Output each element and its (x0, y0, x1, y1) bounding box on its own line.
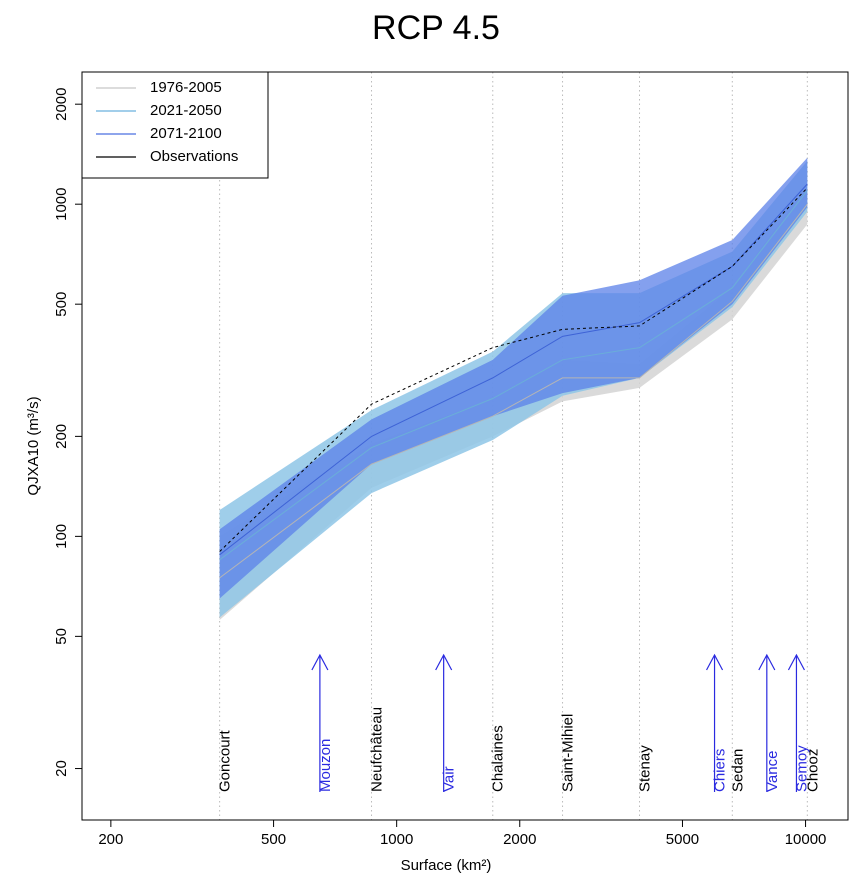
median-line (219, 190, 808, 561)
y-tick-label: 500 (53, 292, 70, 317)
y-tick-label: 200 (53, 424, 70, 449)
station-label: Neufchâteau (368, 707, 385, 792)
station-label: Goncourt (217, 729, 234, 792)
station-label: Chalaines (490, 725, 507, 792)
legend-label: 2071-2100 (150, 125, 222, 142)
y-tick-label: 2000 (53, 88, 70, 121)
x-axis-label: Surface (km²) (401, 857, 492, 874)
tributary-label: Chiers (712, 749, 729, 792)
x-tick-label: 5000 (666, 831, 699, 848)
tributary-label: Semoy (793, 745, 810, 792)
band (219, 157, 808, 599)
legend-label: Observations (150, 148, 238, 165)
arrow-head (706, 653, 724, 671)
x-tick-label: 200 (98, 831, 123, 848)
station-label: Sedan (729, 749, 746, 792)
arrow-head (435, 653, 453, 671)
x-tick-label: 2000 (503, 831, 536, 848)
y-axis-label: QJXA10 (m³/s) (25, 396, 42, 495)
arrow-head (787, 653, 805, 671)
x-tick-label: 500 (261, 831, 286, 848)
tributary-label: Vair (441, 766, 458, 792)
observation-line (219, 187, 808, 552)
chart-title: RCP 4.5 (372, 9, 500, 47)
station-label: Chooz (804, 749, 821, 792)
x-tick-label: 1000 (380, 831, 413, 848)
median-line (219, 183, 808, 556)
y-tick-label: 1000 (53, 187, 70, 220)
y-tick-label: 50 (53, 628, 70, 645)
legend-box (81, 71, 269, 179)
arrow-head (311, 653, 329, 671)
tributary-label: Mouzon (317, 739, 334, 792)
legend-label: 2021-2050 (150, 102, 222, 119)
plot-frame (81, 71, 849, 821)
legend-label: 1976-2005 (150, 79, 222, 96)
tributary-label: Vance (764, 751, 781, 792)
y-tick-label: 20 (53, 760, 70, 777)
arrow-head (758, 653, 776, 671)
station-label: Saint-Mihiel (560, 714, 577, 792)
station-label: Stenay (636, 745, 653, 792)
median-line (219, 203, 808, 579)
y-tick-label: 100 (53, 524, 70, 549)
x-tick-label: 10000 (785, 831, 827, 848)
